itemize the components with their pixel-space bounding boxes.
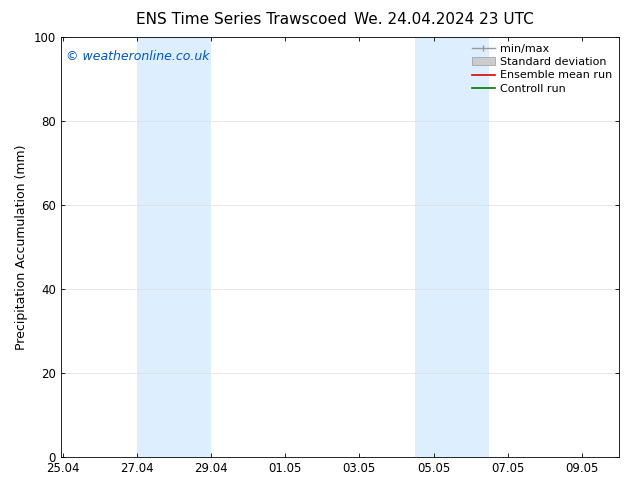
- Text: We. 24.04.2024 23 UTC: We. 24.04.2024 23 UTC: [354, 12, 534, 27]
- Bar: [415, 37, 489, 457]
- Y-axis label: Precipitation Accumulation (mm): Precipitation Accumulation (mm): [15, 145, 28, 350]
- Legend: min/max, Standard deviation, Ensemble mean run, Controll run: min/max, Standard deviation, Ensemble me…: [468, 39, 617, 98]
- Text: © weatheronline.co.uk: © weatheronline.co.uk: [66, 50, 210, 63]
- Text: ENS Time Series Trawscoed: ENS Time Series Trawscoed: [136, 12, 346, 27]
- Bar: [137, 37, 211, 457]
